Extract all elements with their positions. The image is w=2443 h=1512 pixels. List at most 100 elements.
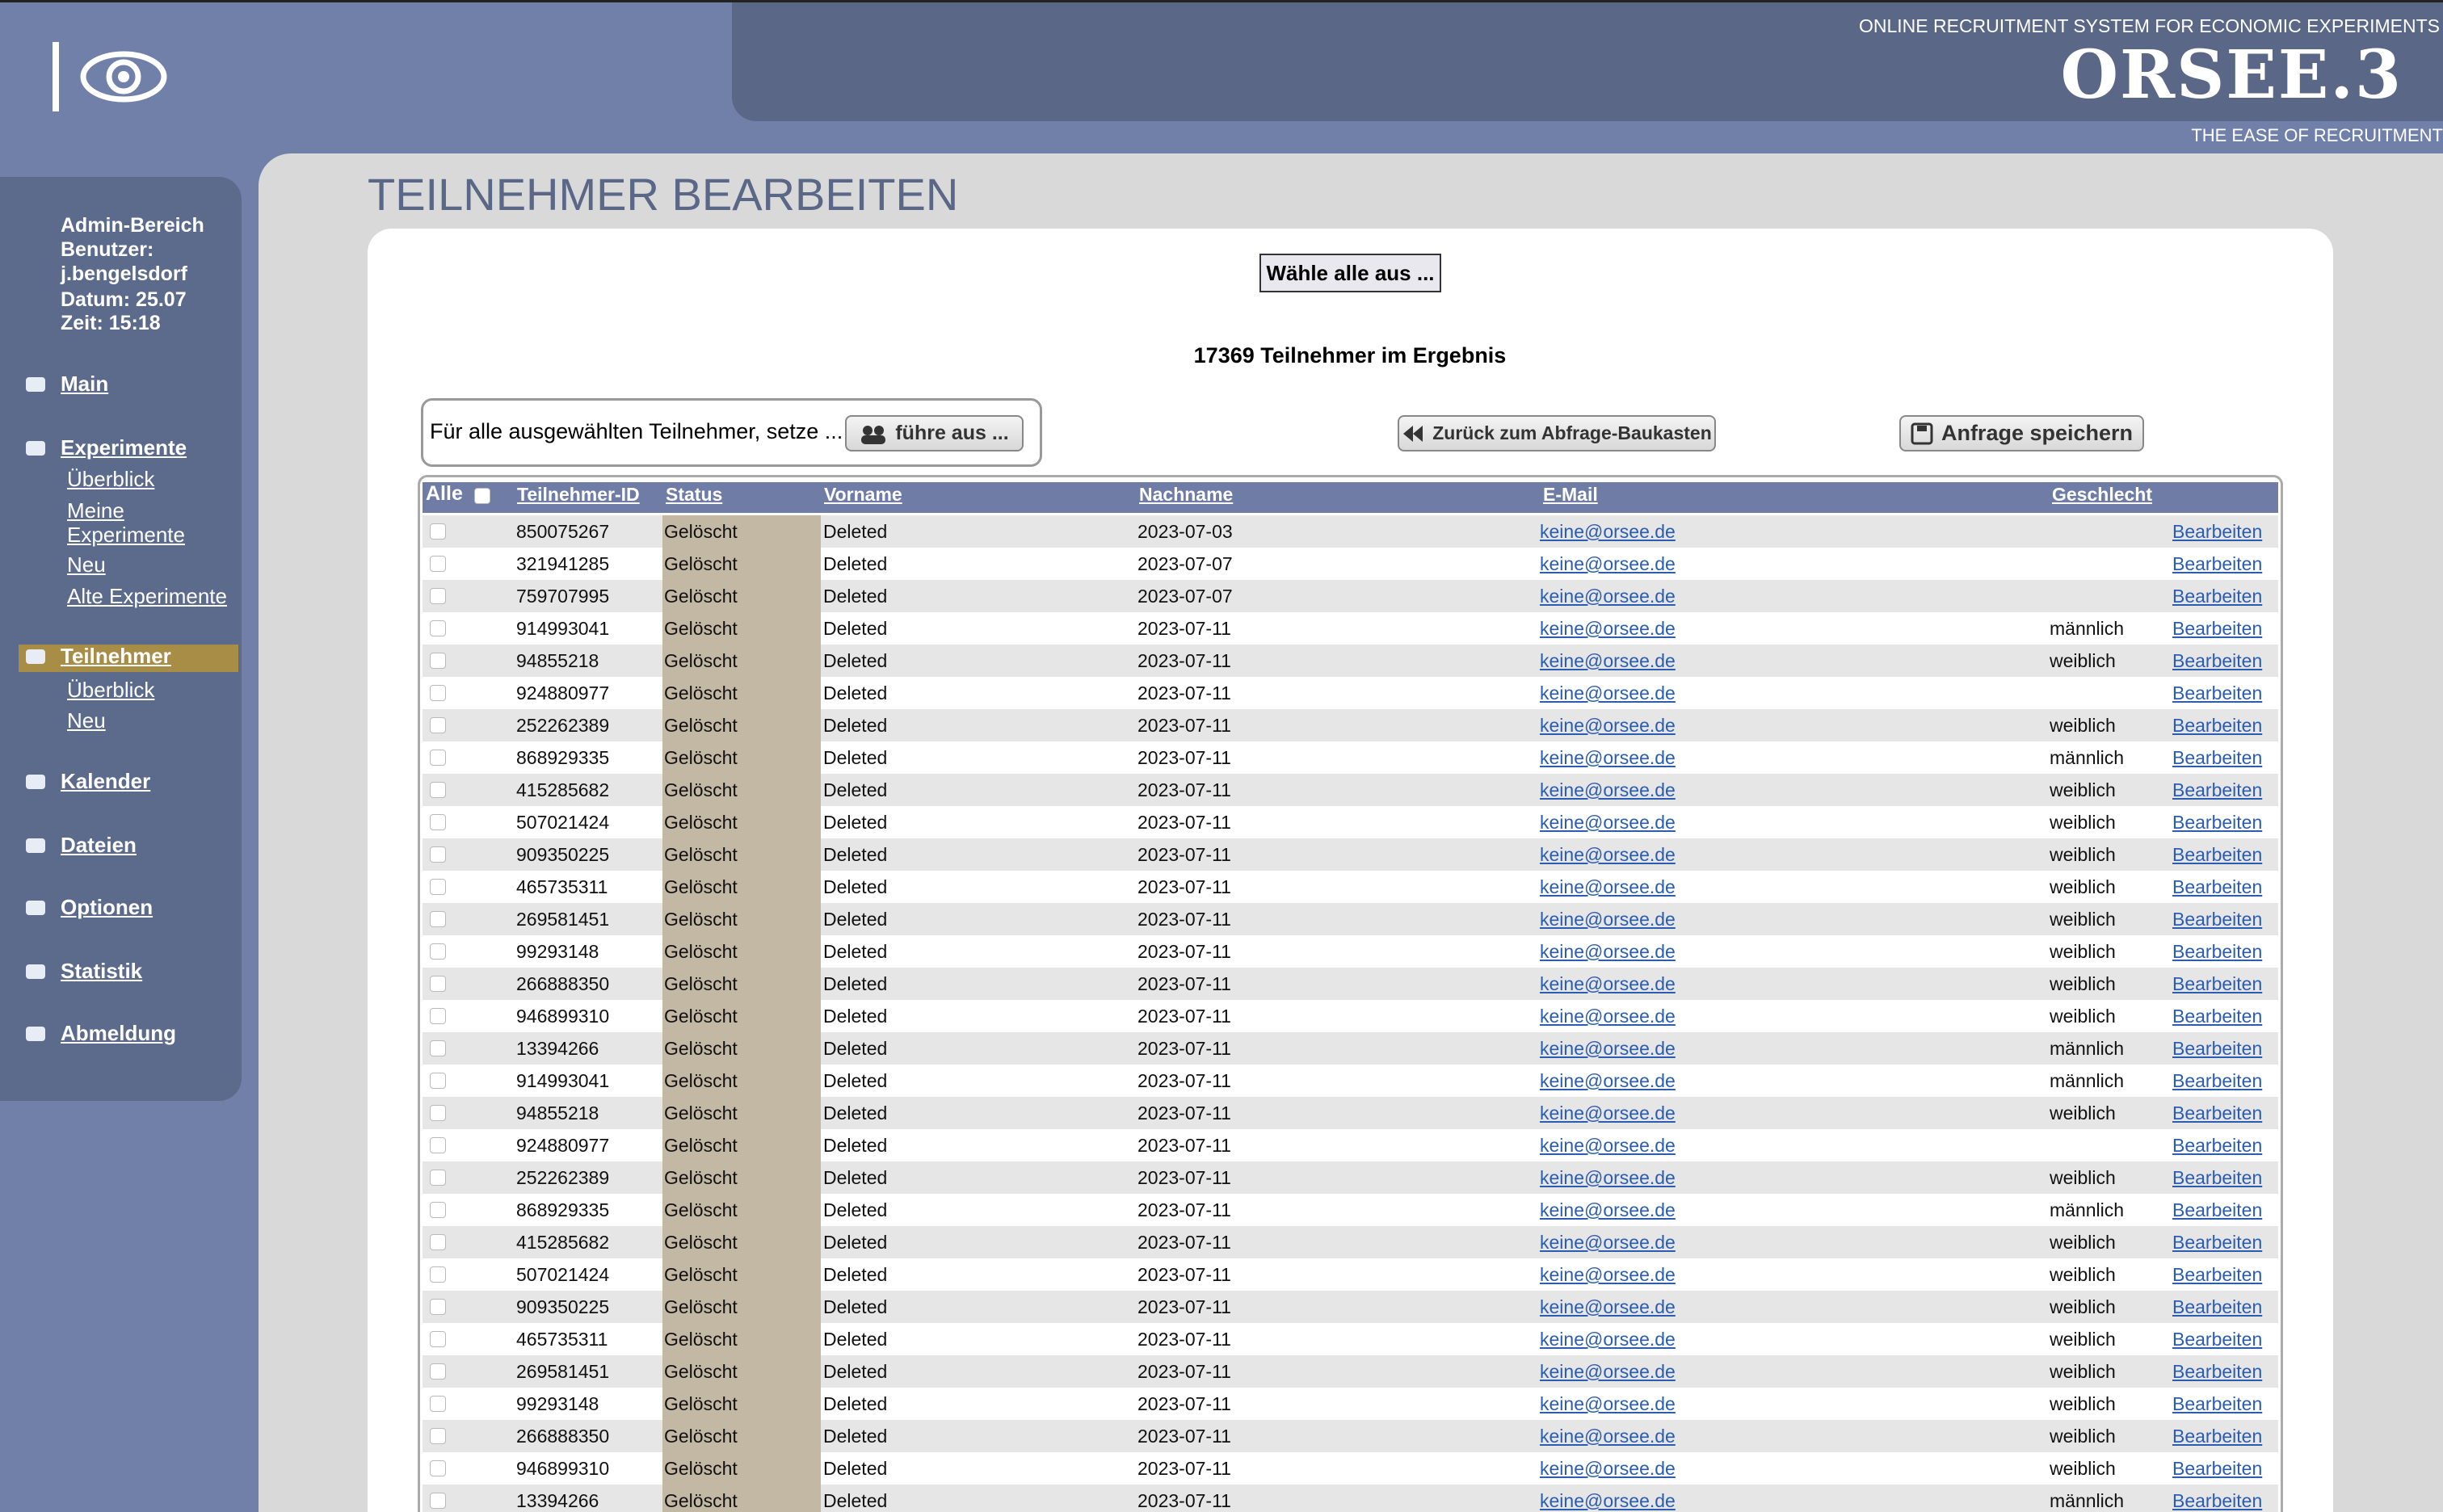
row-checkbox[interactable] xyxy=(430,750,446,766)
edit-link[interactable]: Bearbeiten xyxy=(2172,1232,2263,1253)
email-link[interactable]: keine@orsee.de xyxy=(1540,941,1676,962)
row-checkbox[interactable] xyxy=(430,1428,446,1444)
row-checkbox[interactable] xyxy=(430,1008,446,1024)
edit-link[interactable]: Bearbeiten xyxy=(2172,1296,2263,1317)
email-link[interactable]: keine@orsee.de xyxy=(1540,1232,1676,1253)
edit-link[interactable]: Bearbeiten xyxy=(2172,1490,2263,1511)
edit-link[interactable]: Bearbeiten xyxy=(2172,1264,2263,1285)
column-header[interactable]: Nachname xyxy=(1139,484,1234,505)
edit-link[interactable]: Bearbeiten xyxy=(2172,1070,2263,1091)
edit-link[interactable]: Bearbeiten xyxy=(2172,1393,2263,1414)
edit-link[interactable]: Bearbeiten xyxy=(2172,650,2263,671)
row-checkbox[interactable] xyxy=(430,1396,446,1412)
email-link[interactable]: keine@orsee.de xyxy=(1540,521,1676,542)
nav-sublink[interactable]: Überblick xyxy=(67,467,155,491)
row-checkbox[interactable] xyxy=(430,1363,446,1380)
row-checkbox[interactable] xyxy=(430,879,446,895)
edit-link[interactable]: Bearbeiten xyxy=(2172,1426,2263,1447)
nav-sublink[interactable]: Meine Experimente xyxy=(67,498,185,547)
row-checkbox[interactable] xyxy=(430,814,446,830)
edit-link[interactable]: Bearbeiten xyxy=(2172,973,2263,994)
nav-link[interactable]: Experimente xyxy=(61,435,187,460)
row-checkbox[interactable] xyxy=(430,685,446,701)
select-all-button[interactable]: Wähle alle aus ... xyxy=(1259,254,1441,292)
nav-link[interactable]: Teilnehmer xyxy=(61,644,171,668)
edit-link[interactable]: Bearbeiten xyxy=(2172,553,2263,574)
row-checkbox[interactable] xyxy=(430,1493,446,1509)
row-checkbox[interactable] xyxy=(430,556,446,572)
email-link[interactable]: keine@orsee.de xyxy=(1540,1070,1676,1091)
email-link[interactable]: keine@orsee.de xyxy=(1540,909,1676,930)
row-checkbox[interactable] xyxy=(430,588,446,604)
edit-link[interactable]: Bearbeiten xyxy=(2172,1329,2263,1350)
nav-link[interactable]: Optionen xyxy=(61,895,153,919)
email-link[interactable]: keine@orsee.de xyxy=(1540,1393,1676,1414)
email-link[interactable]: keine@orsee.de xyxy=(1540,1135,1676,1156)
row-checkbox[interactable] xyxy=(430,1331,446,1347)
row-checkbox[interactable] xyxy=(430,1460,446,1476)
email-link[interactable]: keine@orsee.de xyxy=(1540,1458,1676,1479)
email-link[interactable]: keine@orsee.de xyxy=(1540,1102,1676,1124)
column-header[interactable]: Teilnehmer-ID xyxy=(517,484,640,505)
row-checkbox[interactable] xyxy=(430,782,446,798)
edit-link[interactable]: Bearbeiten xyxy=(2172,1038,2263,1059)
edit-link[interactable]: Bearbeiten xyxy=(2172,1361,2263,1382)
column-header[interactable]: Status xyxy=(666,484,723,505)
nav-sublink[interactable]: Neu xyxy=(67,708,106,733)
email-link[interactable]: keine@orsee.de xyxy=(1540,1490,1676,1511)
row-checkbox[interactable] xyxy=(430,1105,446,1121)
nav-link[interactable]: Kalender xyxy=(61,769,151,793)
edit-link[interactable]: Bearbeiten xyxy=(2172,1458,2263,1479)
email-link[interactable]: keine@orsee.de xyxy=(1540,1426,1676,1447)
email-link[interactable]: keine@orsee.de xyxy=(1540,1329,1676,1350)
row-checkbox[interactable] xyxy=(430,1040,446,1056)
row-checkbox[interactable] xyxy=(430,717,446,733)
email-link[interactable]: keine@orsee.de xyxy=(1540,650,1676,671)
email-link[interactable]: keine@orsee.de xyxy=(1540,973,1676,994)
email-link[interactable]: keine@orsee.de xyxy=(1540,876,1676,897)
email-link[interactable]: keine@orsee.de xyxy=(1540,1199,1676,1220)
edit-link[interactable]: Bearbeiten xyxy=(2172,747,2263,768)
edit-link[interactable]: Bearbeiten xyxy=(2172,779,2263,800)
email-link[interactable]: keine@orsee.de xyxy=(1540,586,1676,607)
row-checkbox[interactable] xyxy=(430,911,446,927)
email-link[interactable]: keine@orsee.de xyxy=(1540,715,1676,736)
edit-link[interactable]: Bearbeiten xyxy=(2172,682,2263,704)
edit-link[interactable]: Bearbeiten xyxy=(2172,844,2263,865)
edit-link[interactable]: Bearbeiten xyxy=(2172,941,2263,962)
row-checkbox[interactable] xyxy=(430,1234,446,1250)
select-all-checkbox[interactable] xyxy=(474,488,490,504)
edit-link[interactable]: Bearbeiten xyxy=(2172,876,2263,897)
edit-link[interactable]: Bearbeiten xyxy=(2172,586,2263,607)
row-checkbox[interactable] xyxy=(430,1170,446,1186)
nav-sublink[interactable]: Alte Experimente xyxy=(67,584,227,608)
row-checkbox[interactable] xyxy=(430,1073,446,1089)
nav-link[interactable]: Dateien xyxy=(61,833,137,857)
nav-link[interactable]: Abmeldung xyxy=(61,1021,176,1045)
edit-link[interactable]: Bearbeiten xyxy=(2172,521,2263,542)
column-header[interactable]: Geschlecht xyxy=(2052,484,2152,505)
email-link[interactable]: keine@orsee.de xyxy=(1540,1264,1676,1285)
row-checkbox[interactable] xyxy=(430,1299,446,1315)
edit-link[interactable]: Bearbeiten xyxy=(2172,1199,2263,1220)
row-checkbox[interactable] xyxy=(430,976,446,992)
edit-link[interactable]: Bearbeiten xyxy=(2172,812,2263,833)
run-button[interactable]: führe aus ... xyxy=(845,415,1024,452)
row-checkbox[interactable] xyxy=(430,1266,446,1283)
edit-link[interactable]: Bearbeiten xyxy=(2172,618,2263,639)
email-link[interactable]: keine@orsee.de xyxy=(1540,1038,1676,1059)
email-link[interactable]: keine@orsee.de xyxy=(1540,682,1676,704)
email-link[interactable]: keine@orsee.de xyxy=(1540,812,1676,833)
email-link[interactable]: keine@orsee.de xyxy=(1540,618,1676,639)
email-link[interactable]: keine@orsee.de xyxy=(1540,1296,1676,1317)
nav-link[interactable]: Main xyxy=(61,372,109,396)
row-checkbox[interactable] xyxy=(430,523,446,540)
email-link[interactable]: keine@orsee.de xyxy=(1540,1361,1676,1382)
nav-sublink[interactable]: Überblick xyxy=(67,678,155,702)
edit-link[interactable]: Bearbeiten xyxy=(2172,1167,2263,1188)
row-checkbox[interactable] xyxy=(430,846,446,863)
email-link[interactable]: keine@orsee.de xyxy=(1540,1167,1676,1188)
nav-sublink[interactable]: Neu xyxy=(67,552,106,577)
email-link[interactable]: keine@orsee.de xyxy=(1540,844,1676,865)
row-checkbox[interactable] xyxy=(430,1202,446,1218)
